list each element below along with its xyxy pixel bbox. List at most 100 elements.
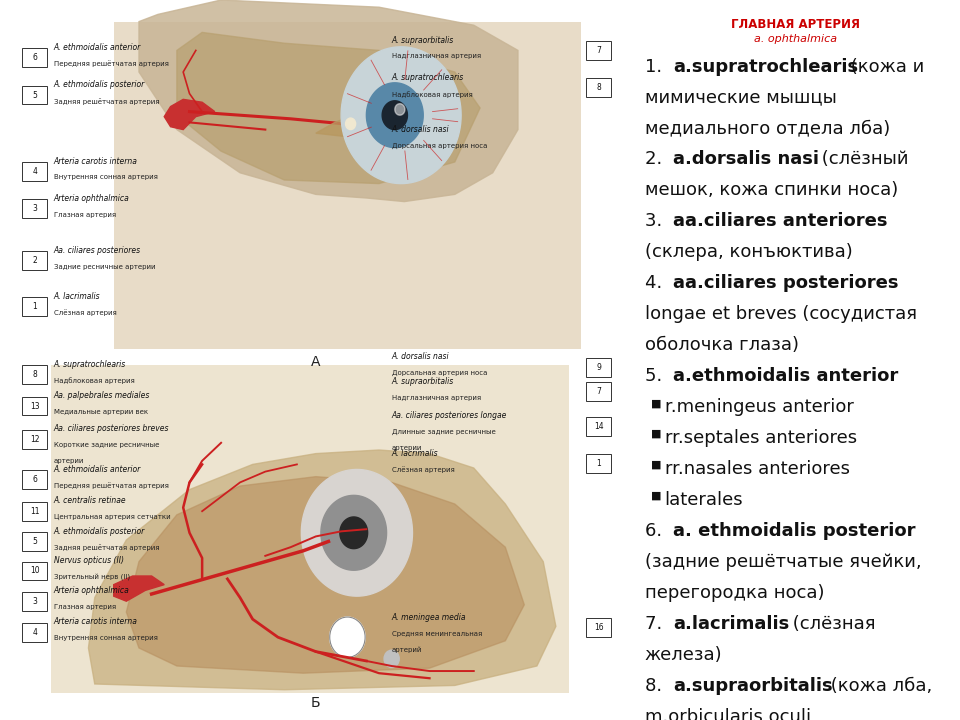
Text: 3: 3 bbox=[33, 204, 37, 213]
Polygon shape bbox=[88, 450, 556, 690]
Text: мимические мышцы: мимические мышцы bbox=[645, 89, 837, 107]
Text: a. ethmoidalis posterior: a. ethmoidalis posterior bbox=[673, 522, 916, 540]
Text: Надглазничная артерия: Надглазничная артерия bbox=[392, 395, 481, 400]
Text: 11: 11 bbox=[30, 507, 39, 516]
Text: (кожа лба,: (кожа лба, bbox=[826, 677, 933, 695]
Text: A. supratrochlearis: A. supratrochlearis bbox=[54, 359, 126, 369]
Text: a.supraorbitalis: a.supraorbitalis bbox=[673, 677, 833, 695]
Text: A. supraorbitalis: A. supraorbitalis bbox=[392, 35, 454, 45]
Text: Дорсальная артерия носа: Дорсальная артерия носа bbox=[392, 143, 487, 149]
Circle shape bbox=[384, 650, 399, 667]
Polygon shape bbox=[321, 495, 387, 570]
Bar bbox=[22, 562, 47, 580]
Text: rr.nasales anteriores: rr.nasales anteriores bbox=[664, 460, 850, 478]
Text: A. supratrochlearis: A. supratrochlearis bbox=[392, 73, 464, 82]
Text: Внутренняя сонная артерия: Внутренняя сонная артерия bbox=[54, 174, 157, 180]
Text: ■: ■ bbox=[652, 398, 661, 408]
Bar bbox=[22, 623, 47, 642]
Bar bbox=[22, 86, 47, 104]
Text: Arteria ophthalmica: Arteria ophthalmica bbox=[54, 586, 130, 595]
Text: 5: 5 bbox=[33, 91, 37, 99]
Circle shape bbox=[346, 118, 355, 130]
Text: Aa. ciliares posteriores longae: Aa. ciliares posteriores longae bbox=[392, 412, 507, 420]
Text: Слёзная артерия: Слёзная артерия bbox=[392, 467, 454, 474]
Text: Задние ресничные артерии: Задние ресничные артерии bbox=[54, 264, 156, 269]
Text: 5: 5 bbox=[33, 537, 37, 546]
Text: артерий: артерий bbox=[392, 647, 422, 653]
Text: Центральная артерия сетчатки: Центральная артерия сетчатки bbox=[54, 514, 170, 521]
Bar bbox=[22, 251, 47, 270]
Text: 4: 4 bbox=[33, 167, 37, 176]
Bar bbox=[587, 382, 612, 401]
Text: Aa. ciliares posteriores: Aa. ciliares posteriores bbox=[54, 246, 141, 255]
Bar bbox=[587, 454, 612, 473]
Text: 6: 6 bbox=[33, 53, 37, 62]
Bar bbox=[22, 532, 47, 551]
Text: Aa. ciliares posteriores breves: Aa. ciliares posteriores breves bbox=[54, 424, 169, 433]
Text: a. ophthalmica: a. ophthalmica bbox=[755, 34, 837, 44]
Polygon shape bbox=[316, 115, 353, 137]
Text: Nervus opticus (II): Nervus opticus (II) bbox=[54, 556, 124, 565]
Text: 1: 1 bbox=[33, 302, 37, 311]
Text: Передняя решётчатая артерия: Передняя решётчатая артерия bbox=[54, 60, 169, 68]
Bar bbox=[587, 358, 612, 377]
Text: 13: 13 bbox=[30, 402, 39, 410]
Bar bbox=[22, 502, 47, 521]
Text: Медиальные артерии век: Медиальные артерии век bbox=[54, 409, 148, 415]
Text: 7: 7 bbox=[596, 387, 601, 396]
Text: (задние решётчатые ячейки,: (задние решётчатые ячейки, bbox=[645, 553, 922, 571]
Text: 12: 12 bbox=[30, 435, 39, 444]
Bar bbox=[22, 430, 47, 449]
Text: a.lacrimalis: a.lacrimalis bbox=[673, 615, 789, 633]
Text: 9: 9 bbox=[596, 363, 601, 372]
Text: Arteria carotis interna: Arteria carotis interna bbox=[54, 617, 137, 626]
Text: ■: ■ bbox=[652, 460, 661, 470]
Text: 1: 1 bbox=[596, 459, 601, 468]
Text: A. centralis retinae: A. centralis retinae bbox=[54, 497, 127, 505]
Polygon shape bbox=[340, 517, 368, 549]
Text: laterales: laterales bbox=[664, 491, 743, 509]
Text: 8: 8 bbox=[596, 84, 601, 92]
Text: 6: 6 bbox=[33, 475, 37, 484]
Text: Aa. palpebrales mediales: Aa. palpebrales mediales bbox=[54, 392, 150, 400]
Text: Б: Б bbox=[311, 696, 321, 710]
Text: 3: 3 bbox=[33, 597, 37, 606]
Text: Надблоковая артерия: Надблоковая артерия bbox=[392, 91, 472, 97]
Text: a.ethmoidalis anterior: a.ethmoidalis anterior bbox=[673, 367, 899, 385]
Text: (кожа и: (кожа и bbox=[845, 58, 924, 76]
Text: m.orbicularis oculi,: m.orbicularis oculi, bbox=[645, 708, 817, 720]
Text: (слёзная: (слёзная bbox=[787, 615, 876, 633]
Text: 1.: 1. bbox=[645, 58, 668, 76]
Text: A. ethmoidalis anterior: A. ethmoidalis anterior bbox=[54, 42, 141, 52]
Text: A. meningea media: A. meningea media bbox=[392, 613, 467, 622]
Polygon shape bbox=[382, 101, 407, 130]
Polygon shape bbox=[127, 477, 524, 673]
Text: ГЛАВНАЯ АРТЕРИЯ: ГЛАВНАЯ АРТЕРИЯ bbox=[732, 18, 860, 31]
Text: 2.: 2. bbox=[645, 150, 668, 168]
Text: 7.: 7. bbox=[645, 615, 668, 633]
Text: Дорсальная артерия носа: Дорсальная артерия носа bbox=[392, 370, 487, 377]
Text: A. lacrimalis: A. lacrimalis bbox=[54, 292, 100, 301]
Text: Внутренняя сонная артерия: Внутренняя сонная артерия bbox=[54, 635, 157, 641]
Bar bbox=[22, 48, 47, 67]
Text: A. lacrimalis: A. lacrimalis bbox=[392, 449, 439, 458]
Text: Зрительный нерв (II): Зрительный нерв (II) bbox=[54, 574, 130, 581]
Text: ■: ■ bbox=[652, 491, 661, 501]
Text: 2: 2 bbox=[33, 256, 37, 265]
Text: A. dorsalis nasi: A. dorsalis nasi bbox=[392, 352, 449, 361]
Text: a.supratrochlearis: a.supratrochlearis bbox=[673, 58, 858, 76]
Text: rr.septales anteriores: rr.septales anteriores bbox=[664, 429, 856, 447]
Polygon shape bbox=[367, 83, 423, 148]
Bar bbox=[22, 162, 47, 181]
Text: (слёзный: (слёзный bbox=[816, 150, 908, 168]
Text: Глазная артерия: Глазная артерия bbox=[54, 604, 116, 610]
Polygon shape bbox=[177, 32, 480, 184]
Text: 8: 8 bbox=[33, 370, 37, 379]
Text: 3.: 3. bbox=[645, 212, 668, 230]
Circle shape bbox=[329, 617, 365, 657]
Bar bbox=[22, 397, 47, 415]
Text: артерии: артерии bbox=[392, 445, 422, 451]
Text: мешок, кожа спинки носа): мешок, кожа спинки носа) bbox=[645, 181, 898, 199]
Text: Слёзная артерия: Слёзная артерия bbox=[54, 310, 116, 317]
Text: перегородка носа): перегородка носа) bbox=[645, 584, 825, 602]
